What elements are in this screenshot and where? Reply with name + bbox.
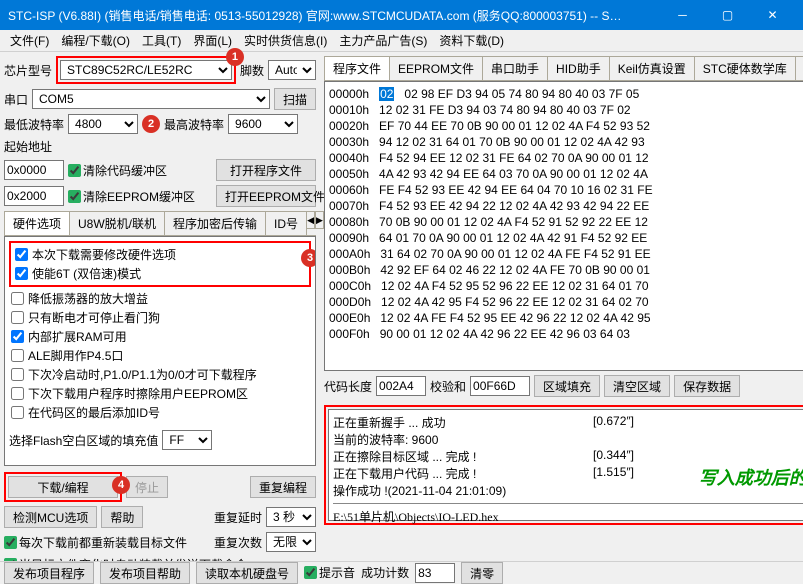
flash-fill-select[interactable]: FF (162, 430, 212, 450)
publish-help-button[interactable]: 发布项目帮助 (100, 562, 190, 584)
opt-row[interactable]: 降低振荡器的放大增益 (9, 289, 311, 308)
opt-row[interactable]: 只有断电才可停止看门狗 (9, 308, 311, 327)
maxbaud-label: 最高波特率 (164, 116, 224, 133)
save-data-button[interactable]: 保存数据 (674, 375, 740, 397)
checksum-input[interactable] (470, 376, 530, 396)
reprogram-button[interactable]: 重复编程 (250, 476, 316, 498)
window-title: STC-ISP (V6.88I) (销售电话/销售电话: 0513-550129… (8, 7, 660, 24)
serial-select[interactable]: COM5 (32, 89, 270, 109)
menu-program[interactable]: 编程/下载(O) (55, 30, 136, 51)
reload-check[interactable]: 每次下载前都重新装载目标文件 (4, 534, 187, 551)
minbaud-label: 最低波特率 (4, 116, 64, 133)
marker-4: 4 (112, 476, 130, 494)
help-button[interactable]: 帮助 (101, 506, 143, 528)
menu-supply[interactable]: 实时供货信息(I) (238, 30, 333, 51)
addr2-input[interactable] (4, 186, 64, 206)
right-panel: 程序文件 EEPROM文件 串口助手 HID助手 Keil仿真设置 STC硬体数… (320, 52, 803, 583)
tab-hw-options[interactable]: 硬件选项 (4, 211, 70, 235)
success-count-label: 成功计数 (361, 564, 409, 581)
clear-count-button[interactable]: 清零 (461, 562, 503, 584)
tab-id[interactable]: ID号 (265, 211, 307, 235)
tab-serial-helper[interactable]: 串口助手 (482, 56, 548, 80)
open-eeprom-button[interactable]: 打开EEPROM文件 (216, 185, 316, 207)
repeat-delay-select[interactable]: 3 秒 (266, 507, 316, 527)
success-message: 写入成功后的信息 (699, 464, 803, 490)
tab-encrypt[interactable]: 程序加密后传输 (164, 211, 266, 235)
serial-label: 串口 (4, 91, 28, 108)
clear-eeprom-check[interactable]: 清除EEPROM缓冲区 (68, 188, 195, 205)
tab-left-arrow[interactable]: ◀ (306, 211, 315, 229)
marker-3: 3 (301, 249, 316, 267)
log-box: 正在重新握手 ... 成功[0.672″]当前的波特率: 9600正在擦除目标区… (328, 409, 803, 521)
read-disk-button[interactable]: 读取本机硬盘号 (196, 562, 298, 584)
codelen-label: 代码长度 (324, 378, 372, 395)
tab-eeprom-file[interactable]: EEPROM文件 (389, 56, 483, 80)
addr1-input[interactable] (4, 160, 64, 180)
opt-row[interactable]: 本次下载需要修改硬件选项 (13, 245, 307, 264)
repeat-count-label: 重复次数 (214, 534, 262, 551)
close-button[interactable]: ✕ (750, 0, 795, 30)
menubar: 文件(F) 编程/下载(O) 工具(T) 界面(L) 实时供货信息(I) 主力产… (0, 30, 803, 52)
codelen-input[interactable] (376, 376, 426, 396)
maxbaud-select[interactable]: 9600 (228, 114, 298, 134)
detect-mcu-button[interactable]: 检测MCU选项 (4, 506, 97, 528)
tab-keil[interactable]: Keil仿真设置 (609, 56, 695, 80)
pin-label: 脚数 (240, 62, 264, 79)
minimize-button[interactable]: ─ (660, 0, 705, 30)
opt-row[interactable]: 下次冷启动时,P1.0/P1.1为0/0才可下载程序 (9, 365, 311, 384)
open-code-button[interactable]: 打开程序文件 (216, 159, 316, 181)
hw-tabs: 硬件选项 U8W脱机/联机 程序加密后传输 ID号 ◀ ▶ (4, 211, 316, 236)
opt-row[interactable]: 使能6T (双倍速)模式 (13, 264, 307, 283)
repeat-count-select[interactable]: 无限 (266, 532, 316, 552)
titlebar: STC-ISP (V6.88I) (销售电话/销售电话: 0513-550129… (0, 0, 803, 30)
hex-view[interactable]: 00000h 02 02 98 EF D3 94 05 74 80 94 80 … (324, 81, 803, 371)
marker-1: 1 (226, 48, 244, 66)
chip-select[interactable]: STC89C52RC/LE52RC (60, 60, 232, 80)
repeat-delay-label: 重复延时 (214, 509, 262, 526)
hex-path: E:\51单片机\Objects\IO-LED.hex (333, 508, 803, 525)
hint-sound-check[interactable]: 提示音 (304, 564, 355, 581)
tab-program-file[interactable]: 程序文件 (324, 56, 390, 80)
statusbar: 发布项目程序 发布项目帮助 读取本机硬盘号 提示音 成功计数 清零 (0, 561, 803, 583)
opt-row[interactable]: ALE脚用作P4.5口 (9, 346, 311, 365)
tab-u8w[interactable]: U8W脱机/联机 (69, 211, 165, 235)
menu-downloads[interactable]: 资料下载(D) (433, 30, 510, 51)
stop-button: 停止 (126, 476, 168, 498)
opt-row[interactable]: 在代码区的最后添加ID号 (9, 403, 311, 422)
startaddr-label: 起始地址 (4, 138, 52, 155)
success-count-input (415, 563, 455, 583)
clear-region-button[interactable]: 清空区域 (604, 375, 670, 397)
marker-2: 2 (142, 115, 160, 133)
clear-code-check[interactable]: 清除代码缓冲区 (68, 162, 167, 179)
opt-row[interactable]: 内部扩展RAM可用 (9, 327, 311, 346)
right-tabs: 程序文件 EEPROM文件 串口助手 HID助手 Keil仿真设置 STC硬体数… (324, 56, 803, 81)
options-panel: 3 本次下载需要修改硬件选项 使能6T (双倍速)模式 降低振荡器的放大增益 只… (4, 236, 316, 466)
menu-ads[interactable]: 主力产品广告(S) (333, 30, 433, 51)
pin-select[interactable]: Auto (268, 60, 316, 80)
scan-button[interactable]: 扫描 (274, 88, 316, 110)
chip-label: 芯片型号 (4, 62, 52, 79)
minbaud-select[interactable]: 4800 (68, 114, 138, 134)
maximize-button[interactable]: ▢ (705, 0, 750, 30)
region-fill-button[interactable]: 区域填充 (534, 375, 600, 397)
tab-hid-helper[interactable]: HID助手 (547, 56, 610, 80)
tab-mathlib[interactable]: STC硬体数学库 (694, 56, 796, 80)
download-button[interactable]: 下载/编程 (8, 476, 118, 498)
checksum-label: 校验和 (430, 378, 466, 395)
left-panel: 芯片型号 1 STC89C52RC/LE52RC 脚数 Auto 串口 COM5… (0, 52, 320, 583)
flash-fill-label: 选择Flash空白区域的填充值 (9, 432, 158, 449)
tab-more[interactable]: 选 (795, 56, 803, 80)
opt-row[interactable]: 下次下载用户程序时擦除用户EEPROM区 (9, 384, 311, 403)
publish-button[interactable]: 发布项目程序 (4, 562, 94, 584)
menu-file[interactable]: 文件(F) (4, 30, 55, 51)
menu-tools[interactable]: 工具(T) (136, 30, 187, 51)
